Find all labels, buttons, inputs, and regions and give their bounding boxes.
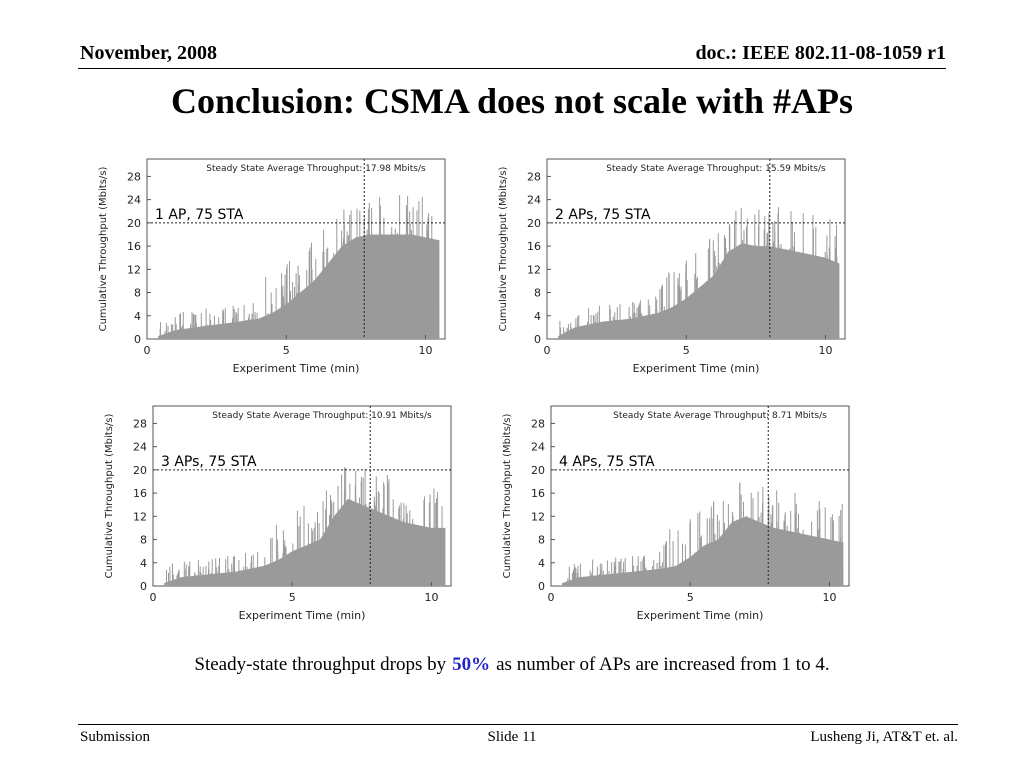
y-tick-label: 8 xyxy=(140,534,147,547)
header-divider xyxy=(78,68,946,69)
y-tick-label: 4 xyxy=(140,557,147,570)
x-axis-label: Experiment Time (min) xyxy=(633,362,760,375)
y-tick-label: 0 xyxy=(538,580,545,593)
header-date: November, 2008 xyxy=(80,42,218,64)
y-axis-label: Cumulative Throughput (Mbits/s) xyxy=(498,167,509,332)
y-tick-label: 4 xyxy=(134,310,141,323)
y-tick-label: 8 xyxy=(538,534,545,547)
y-tick-label: 20 xyxy=(127,217,141,230)
y-axis-label: Cumulative Throughput (Mbits/s) xyxy=(104,414,115,579)
footer-author: Lusheng Ji, AT&T et. al. xyxy=(810,729,958,745)
slide-title: Conclusion: CSMA does not scale with #AP… xyxy=(170,81,854,121)
y-tick-label: 16 xyxy=(133,487,147,500)
caption-text-after: as number of APs are increased from 1 to… xyxy=(496,654,830,675)
y-tick-label: 20 xyxy=(531,464,545,477)
x-tick-label: 10 xyxy=(819,344,833,357)
y-tick-label: 28 xyxy=(127,170,141,183)
y-tick-label: 0 xyxy=(534,333,541,346)
x-tick-label: 0 xyxy=(144,344,151,357)
x-tick-label: 5 xyxy=(283,344,290,357)
series-label: 3 APs, 75 STA xyxy=(161,454,257,470)
y-tick-label: 16 xyxy=(127,240,141,253)
steady-state-annotation: Steady State Average Throughput: 17.98 M… xyxy=(206,164,426,174)
x-tick-label: 0 xyxy=(150,591,157,604)
y-tick-label: 24 xyxy=(127,194,141,207)
y-tick-label: 8 xyxy=(534,287,541,300)
y-tick-label: 24 xyxy=(531,441,545,454)
y-tick-label: 20 xyxy=(527,217,541,230)
chart-2-aps: Steady State Average Throughput: 15.59 M… xyxy=(498,158,846,375)
y-tick-label: 12 xyxy=(127,263,141,276)
footer-divider xyxy=(78,724,958,725)
y-tick-label: 12 xyxy=(527,263,541,276)
x-tick-label: 0 xyxy=(548,591,555,604)
conclusion-caption: Steady-state throughput drops by 50% as nu… xyxy=(0,654,1024,676)
series-label: 1 AP, 75 STA xyxy=(155,207,244,223)
x-axis-label: Experiment Time (min) xyxy=(233,362,360,375)
y-tick-label: 0 xyxy=(140,580,147,593)
y-tick-label: 24 xyxy=(527,194,541,207)
steady-state-annotation: Steady State Average Throughput: 8.71 Mb… xyxy=(613,411,827,421)
y-tick-label: 8 xyxy=(134,287,141,300)
y-tick-label: 12 xyxy=(133,510,147,523)
y-tick-label: 16 xyxy=(527,240,541,253)
header-doc-id: doc.: IEEE 802.11-08-1059 r1 xyxy=(695,42,946,64)
steady-state-annotation: Steady State Average Throughput: 10.91 M… xyxy=(212,411,432,421)
x-tick-label: 5 xyxy=(687,591,694,604)
x-axis-label: Experiment Time (min) xyxy=(637,609,764,622)
y-tick-label: 12 xyxy=(531,510,545,523)
y-axis-label: Cumulative Throughput (Mbits/s) xyxy=(98,167,109,332)
y-axis-label: Cumulative Throughput (Mbits/s) xyxy=(502,414,513,579)
series-label: 2 APs, 75 STA xyxy=(555,207,651,223)
y-tick-label: 28 xyxy=(527,170,541,183)
footer-slide-number: Slide 11 xyxy=(487,729,537,745)
y-tick-label: 20 xyxy=(133,464,147,477)
y-tick-label: 4 xyxy=(538,557,545,570)
chart-1-ap: Steady State Average Throughput: 17.98 M… xyxy=(98,158,446,375)
caption-highlight: 50% xyxy=(452,654,491,675)
x-tick-label: 10 xyxy=(425,591,439,604)
x-tick-label: 10 xyxy=(823,591,837,604)
x-axis-label: Experiment Time (min) xyxy=(239,609,366,622)
y-tick-label: 28 xyxy=(133,417,147,430)
y-tick-label: 0 xyxy=(134,333,141,346)
y-tick-label: 16 xyxy=(531,487,545,500)
footer-submission: Submission xyxy=(80,729,151,745)
x-tick-label: 5 xyxy=(683,344,690,357)
x-tick-label: 10 xyxy=(419,344,433,357)
chart-3-aps: Steady State Average Throughput: 10.91 M… xyxy=(104,405,452,622)
caption-text-before: Steady-state throughput drops by xyxy=(194,654,447,675)
x-tick-label: 0 xyxy=(544,344,551,357)
y-tick-label: 4 xyxy=(534,310,541,323)
y-tick-label: 24 xyxy=(133,441,147,454)
chart-4-aps: Steady State Average Throughput: 8.71 Mb… xyxy=(502,405,850,622)
y-tick-label: 28 xyxy=(531,417,545,430)
steady-state-annotation: Steady State Average Throughput: 15.59 M… xyxy=(606,164,826,174)
series-label: 4 APs, 75 STA xyxy=(559,454,655,470)
x-tick-label: 5 xyxy=(289,591,296,604)
